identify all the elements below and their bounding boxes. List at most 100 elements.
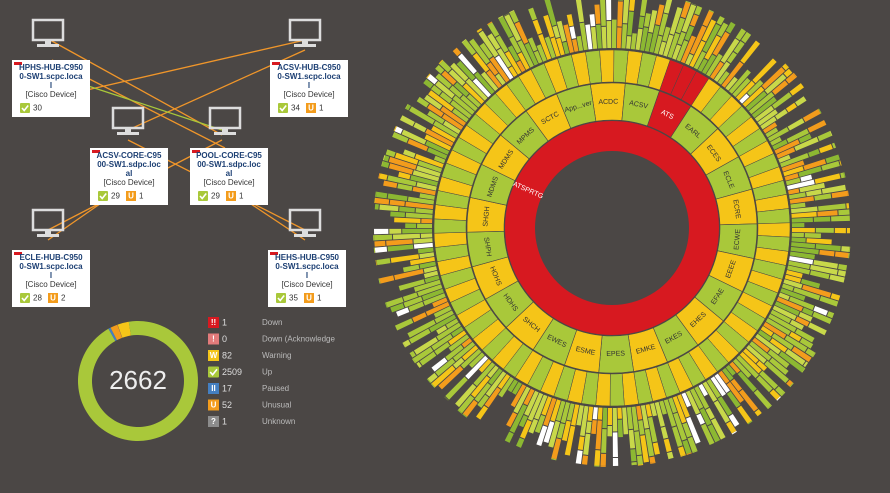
device-type: [Cisco Device] [203,178,254,187]
sunburst-leaf [560,402,570,424]
sunburst-leaf [780,153,809,168]
sunburst-leaf [791,346,812,363]
sunburst-leaf [789,296,815,311]
sunburst-leaf [505,51,522,75]
sunburst-leaf [663,399,677,427]
sunburst-leaf [512,381,522,395]
sunburst-leaf [536,44,547,62]
sunburst-leaf [601,429,607,453]
sunburst-leaf [385,297,404,308]
sunburst-leaf [728,413,740,427]
sunburst-leaf [702,54,717,75]
sunburst-leaf [788,188,800,195]
sunburst-leaf [785,349,806,366]
sunburst-leaf [681,4,697,33]
sunburst-leaf [713,61,731,82]
vendor-logo [272,62,280,65]
sunburst-leaf [556,423,565,439]
sunburst-leaf [785,102,797,113]
sunburst-leaf [714,373,731,393]
sunburst-leaf [415,208,433,214]
sunburst-leaf [792,72,798,78]
sunburst-leaf [668,397,678,414]
sunburst-leaf [373,247,376,253]
sunburst-leaf [680,1,691,19]
sunburst-leaf [785,73,797,84]
sunburst-leaf [528,7,537,21]
donut-segment [117,324,123,338]
sunburst-leaf [762,122,778,134]
sunburst-leaf [507,45,520,62]
sunburst-leaf [799,337,814,349]
device-type: [Cisco Device] [103,178,154,187]
sunburst-leaf [629,0,636,11]
sunburst-leaf [439,60,452,73]
sunburst-leaf [402,264,420,273]
status-icon-text: !! [211,318,216,327]
unusual-icon-text: U [228,192,234,201]
sunburst-leaf [838,263,848,271]
sunburst-leaf [506,412,518,428]
device-name: l [306,271,308,280]
unusual-icon-text: U [308,104,314,113]
sunburst-leaf [451,326,464,337]
sunburst-leaf [840,172,845,179]
unusual-count: 1 [239,192,244,201]
sunburst-leaf [412,358,416,364]
sunburst-leaf [778,351,805,373]
sunburst-leaf [434,310,454,324]
sunburst-leaf [621,24,628,49]
sunburst-leaf [776,396,781,401]
sunburst-leaf [672,396,687,424]
sunburst-leaf [438,59,444,65]
sunburst-leaf [479,42,493,59]
sunburst-leaf [693,51,707,70]
sunburst-leaf [441,113,464,130]
sunburst-leaf [786,128,809,143]
device-name: 0-SW1.scpc.loca [277,72,341,81]
sunburst-leaf [791,222,805,228]
sunburst-leaf [452,95,475,115]
sunburst-leaf [702,23,721,53]
segment-label: SHGH [482,206,491,227]
sunburst-leaf [622,0,630,24]
sunburst-leaf [789,83,804,96]
sunburst-leaf [791,211,817,218]
sunburst-leaf [435,80,455,99]
sunburst-leaf [758,329,772,342]
sunburst-leaf [658,41,667,56]
sunburst-leaf [772,139,788,150]
sunburst-leaf [375,259,377,266]
status-icon [208,317,219,328]
sunburst-leaf [414,153,444,168]
sunburst-leaf [804,233,821,239]
sunburst-leaf [802,284,832,298]
sunburst-leaf [729,361,741,374]
sunburst-leaf [600,453,607,466]
sunburst-leaf [829,274,845,283]
sunburst-leaf [602,407,608,429]
sunburst-leaf [387,193,408,201]
sunburst-leaf [805,348,815,357]
sunburst-leaf [387,244,414,252]
sunburst-leaf [622,407,629,435]
sunburst-leaf [572,39,579,52]
sunburst-leaf [373,235,375,241]
sunburst-leaf [760,116,777,130]
sunburst-leaf [576,405,584,426]
sunburst-leaf [767,404,772,410]
sunburst-leaf [405,212,433,219]
status-count: 52 [222,400,232,410]
up-icon [20,103,30,113]
sunburst-leaf [649,456,656,463]
sunburst-leaf [712,31,730,56]
sunburst-leaf [694,386,710,409]
sunburst-leaf [510,384,527,408]
sunburst-leaf [390,211,406,218]
sunburst-leaf [427,147,448,160]
sunburst-leaf [788,260,810,270]
sunburst-leaf [696,413,705,425]
up-count: 29 [211,192,220,201]
sunburst-leaf [821,160,840,171]
sunburst-leaf [431,125,456,143]
